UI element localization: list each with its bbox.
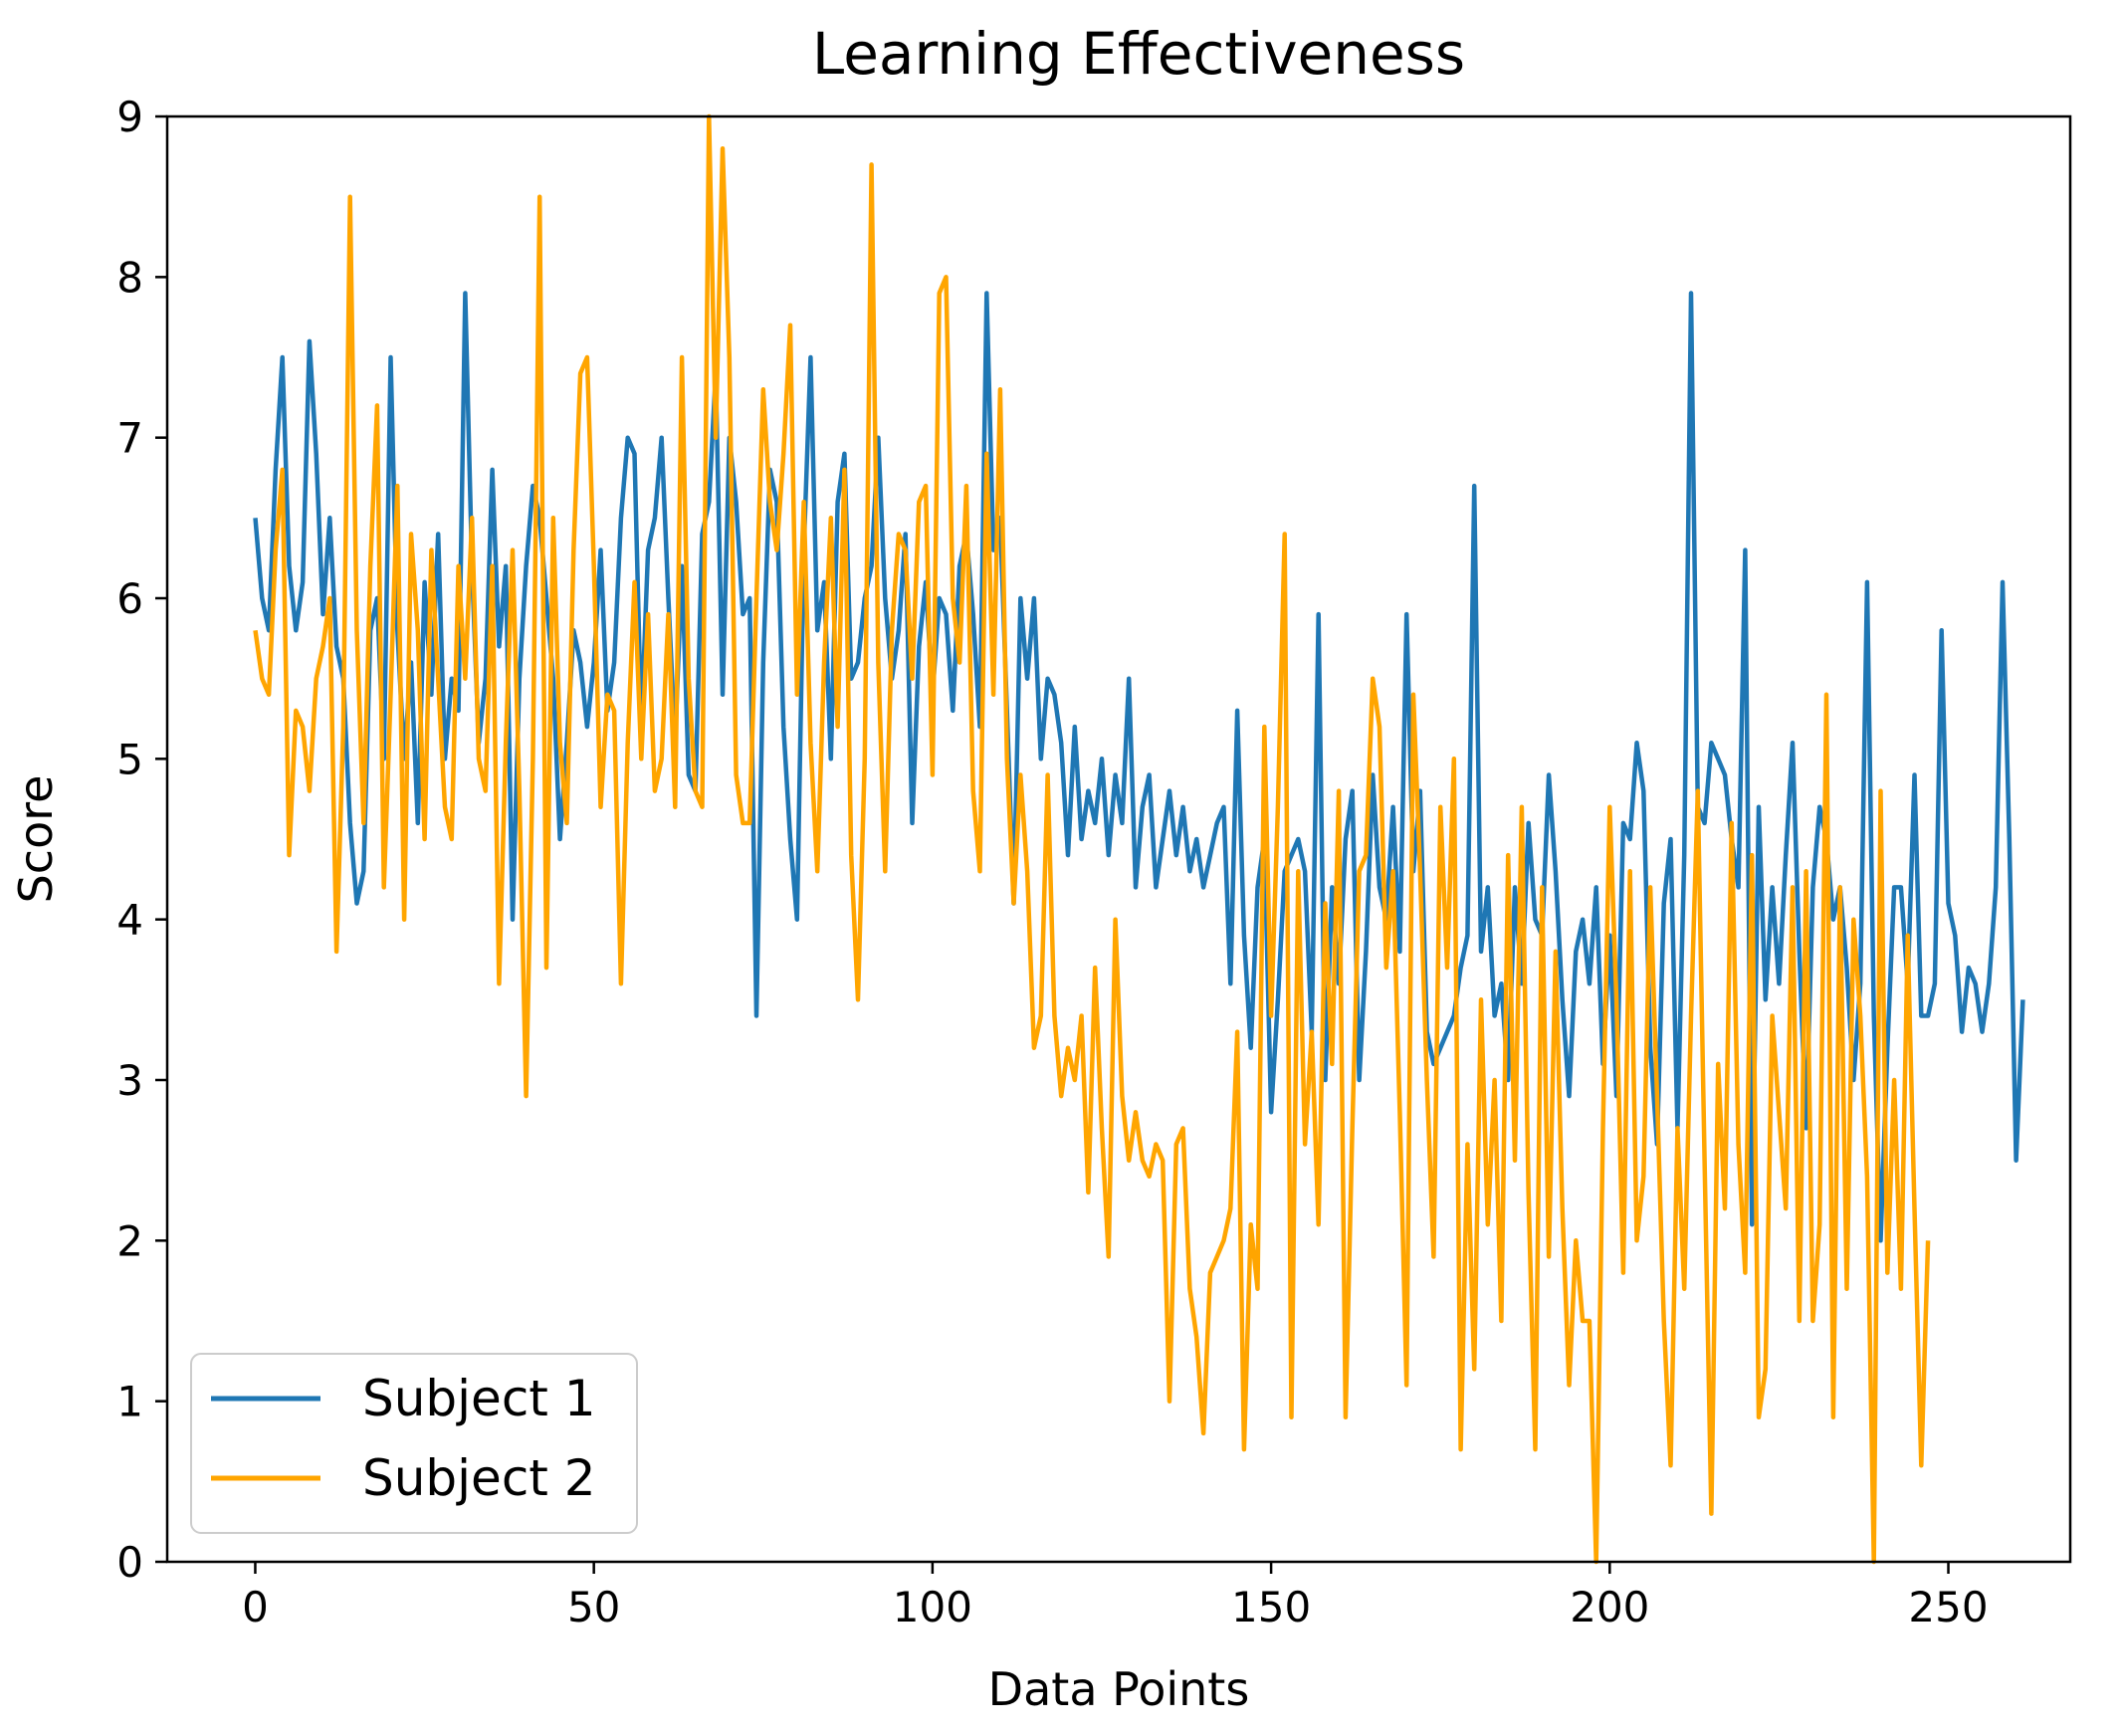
legend: Subject 1 Subject 2 [190, 1353, 638, 1534]
x-tick-label: 150 [1231, 1583, 1311, 1631]
x-tick-label: 100 [893, 1583, 972, 1631]
y-tick-label: 4 [116, 896, 143, 945]
y-tick-label: 0 [116, 1538, 143, 1587]
y-tick-label: 6 [116, 574, 143, 623]
y-axis-label: Score [9, 775, 63, 904]
y-tick-label: 5 [116, 735, 143, 783]
x-tick-label: 250 [1908, 1583, 1988, 1631]
y-tick-label: 1 [116, 1378, 143, 1426]
x-axis-label: Data Points [988, 1662, 1250, 1716]
legend-label-subject-2: Subject 2 [362, 1449, 596, 1507]
x-axis: 0 50 100 150 200 250 [242, 1562, 1989, 1631]
y-tick-label: 2 [116, 1216, 143, 1265]
y-tick-label: 9 [116, 93, 143, 141]
series-layer [253, 113, 2025, 1565]
x-tick-label: 0 [242, 1583, 269, 1631]
y-tick-label: 8 [116, 253, 143, 302]
x-tick-label: 200 [1570, 1583, 1649, 1631]
y-tick-label: 7 [116, 414, 143, 463]
x-tick-label: 50 [567, 1583, 620, 1631]
plot-frame [165, 114, 2072, 1564]
legend-label-subject-1: Subject 1 [362, 1370, 596, 1427]
chart-title: Learning Effectiveness [812, 20, 1465, 88]
y-tick-label: 3 [116, 1056, 143, 1105]
y-axis: 0 1 2 3 4 5 6 7 8 9 [116, 93, 167, 1587]
series-line-subject-2 [253, 113, 1931, 1565]
